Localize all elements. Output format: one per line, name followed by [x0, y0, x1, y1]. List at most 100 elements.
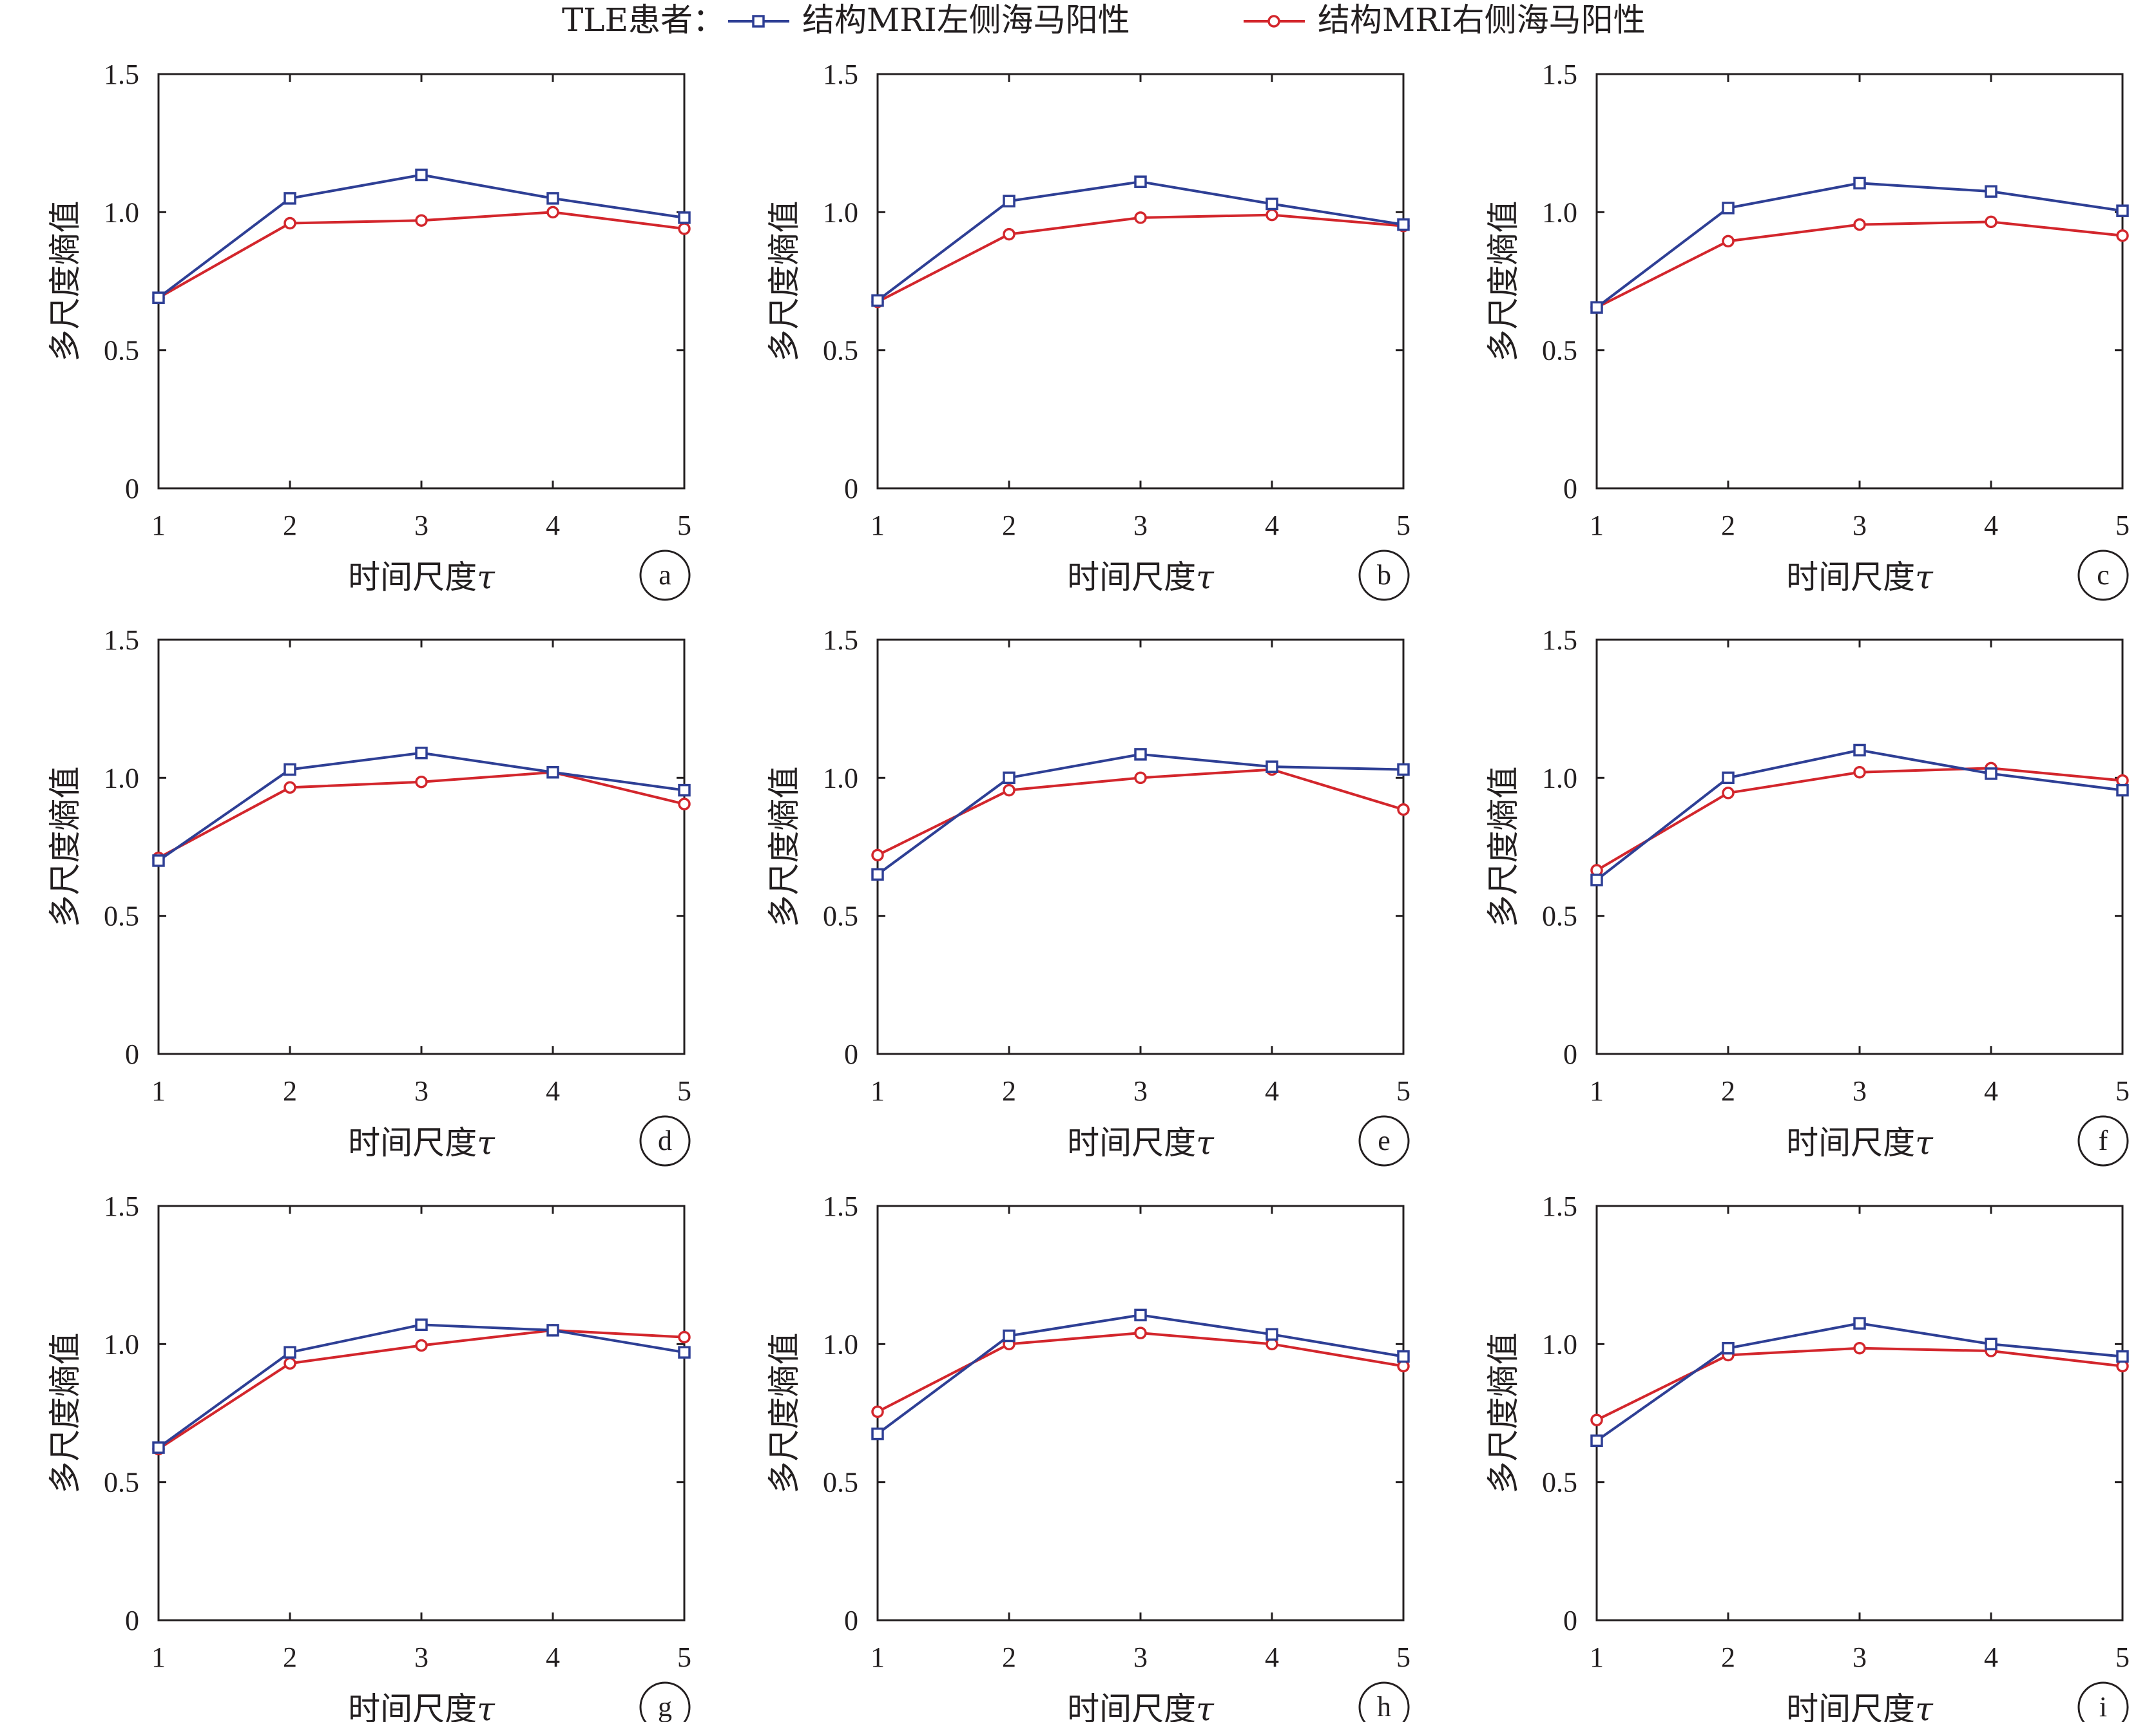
plot-frame — [876, 73, 1405, 490]
x-axis-label: 时间尺度τ — [1786, 1690, 1934, 1722]
x-tick-label: 4 — [1265, 510, 1279, 541]
data-point-square — [1985, 185, 1997, 198]
data-point-circle — [1266, 208, 1278, 222]
panel-badge — [639, 550, 691, 601]
series-line — [157, 173, 685, 299]
series-left-hippocampus — [1590, 743, 2129, 886]
data-point-square — [1003, 195, 1015, 207]
data-point-square — [1397, 1350, 1410, 1363]
data-point-circle — [284, 781, 296, 794]
y-tick-label: 1.0 — [823, 762, 858, 794]
data-point-circle — [1003, 227, 1015, 241]
panel-badge — [639, 1681, 691, 1722]
y-tick-label: 1.0 — [104, 762, 139, 794]
x-tick-label: 4 — [1265, 1641, 1279, 1673]
x-tick-label: 3 — [414, 510, 428, 541]
data-point-square — [1003, 771, 1015, 785]
y-tick-label: 1.0 — [104, 196, 139, 228]
y-tick-label: 1.5 — [104, 624, 139, 656]
plot-frame — [157, 1205, 686, 1622]
tau-symbol: τ — [1915, 1690, 1934, 1722]
data-point-square — [2116, 783, 2129, 797]
x-tick-label: 1 — [1590, 510, 1604, 541]
y-tick-label: 0.5 — [823, 901, 858, 932]
y-tick-label: 0.5 — [1542, 1467, 1577, 1498]
panel-letter: d — [658, 1125, 672, 1156]
series-right-hippocampus — [871, 208, 1410, 309]
y-tick-label: 1.0 — [104, 1328, 139, 1360]
y-tick-label: 1.0 — [1542, 762, 1577, 794]
series-line — [1595, 182, 2123, 309]
x-tick-label: 3 — [414, 1075, 428, 1107]
x-tick-label: 3 — [1133, 1075, 1148, 1107]
panel-badge — [2077, 550, 2129, 601]
plot-frame — [876, 638, 1405, 1055]
data-point-square — [1003, 1329, 1015, 1343]
panel-letter: e — [1378, 1125, 1391, 1156]
y-tick-label: 1.5 — [823, 1191, 858, 1222]
x-tick-label: 1 — [871, 510, 885, 541]
data-point-square — [415, 168, 428, 182]
panel-c: 0 0.5 1.0 1.5 1 2 3 4 5 时间尺度τ 多尺度熵值 c — [1485, 59, 2130, 601]
x-axis-label-text: 时间尺度 — [1067, 559, 1196, 596]
y-tick-label: 0 — [125, 1605, 139, 1636]
panel-badge — [639, 1115, 691, 1167]
panel-letter: f — [2099, 1125, 2108, 1156]
series-left-hippocampus — [1590, 1317, 2129, 1448]
panel-e: 0 0.5 1.0 1.5 1 2 3 4 5 时间尺度τ 多尺度熵值 e — [765, 624, 1410, 1167]
y-tick-label: 1.0 — [1542, 1328, 1577, 1360]
panel-letter: a — [659, 559, 671, 591]
data-point-circle — [546, 206, 559, 219]
data-point-circle — [678, 798, 691, 810]
data-point-square — [1590, 874, 1603, 886]
legend-circle-marker — [1267, 15, 1280, 28]
data-point-square — [152, 1441, 165, 1454]
data-point-square — [1266, 1328, 1278, 1341]
data-point-square — [1722, 202, 1735, 215]
panel-g: 0 0.5 1.0 1.5 1 2 3 4 5 时间尺度τ 多尺度熵值 g — [46, 1191, 691, 1722]
x-axis-label-text: 时间尺度 — [1786, 1124, 1915, 1162]
data-point-square — [546, 766, 559, 779]
tau-symbol: τ — [1196, 559, 1215, 596]
x-tick-label: 2 — [1721, 1641, 1735, 1673]
data-point-square — [678, 783, 691, 797]
y-tick-label: 0.5 — [104, 1467, 139, 1498]
data-point-square — [2116, 204, 2129, 217]
data-point-square — [1722, 1342, 1735, 1355]
y-tick-label: 1.5 — [104, 59, 139, 90]
series-right-hippocampus — [871, 763, 1410, 862]
data-point-circle — [1134, 1326, 1147, 1339]
panel-letter: h — [1377, 1691, 1391, 1722]
data-point-square — [152, 854, 165, 867]
plot-frame — [157, 73, 686, 490]
data-point-square — [1590, 1434, 1603, 1448]
legend: TLE患者： 结构MRI左侧海马阳性 结构MRI右侧海马阳性 — [562, 1, 1646, 39]
y-tick-label: 0.5 — [1542, 335, 1577, 367]
legend-item-left: 结构MRI左侧海马阳性 — [728, 1, 1130, 39]
plot-frame — [1595, 638, 2124, 1055]
x-tick-label: 3 — [1853, 1075, 1867, 1107]
data-point-square — [1134, 1308, 1147, 1322]
x-tick-label: 1 — [151, 1641, 166, 1673]
data-point-square — [1134, 175, 1147, 188]
series-right-hippocampus — [152, 1324, 691, 1455]
series-right-hippocampus — [871, 1326, 1410, 1419]
x-axis-label: 时间尺度τ — [348, 1690, 496, 1722]
data-point-square — [2116, 1350, 2129, 1363]
x-tick-label: 2 — [283, 510, 297, 541]
data-point-square — [1134, 748, 1147, 761]
x-tick-label: 3 — [414, 1641, 428, 1673]
y-tick-label: 1.5 — [1542, 1191, 1577, 1222]
y-axis-label: 多尺度熵值 — [1485, 201, 1522, 362]
series-left-hippocampus — [871, 175, 1410, 307]
x-tick-label: 1 — [151, 1075, 166, 1107]
panel-f: 0 0.5 1.0 1.5 1 2 3 4 5 时间尺度τ 多尺度熵值 f — [1485, 624, 2130, 1167]
series-right-hippocampus — [152, 766, 691, 865]
plot-frame — [1595, 1205, 2124, 1622]
x-tick-label: 2 — [1721, 510, 1735, 541]
series-left-hippocampus — [871, 1308, 1410, 1440]
panel-badge — [1358, 1681, 1410, 1722]
x-axis-label-text: 时间尺度 — [1786, 559, 1915, 596]
plot-frame — [876, 1205, 1405, 1622]
legend-item-right: 结构MRI右侧海马阳性 — [1244, 1, 1646, 39]
